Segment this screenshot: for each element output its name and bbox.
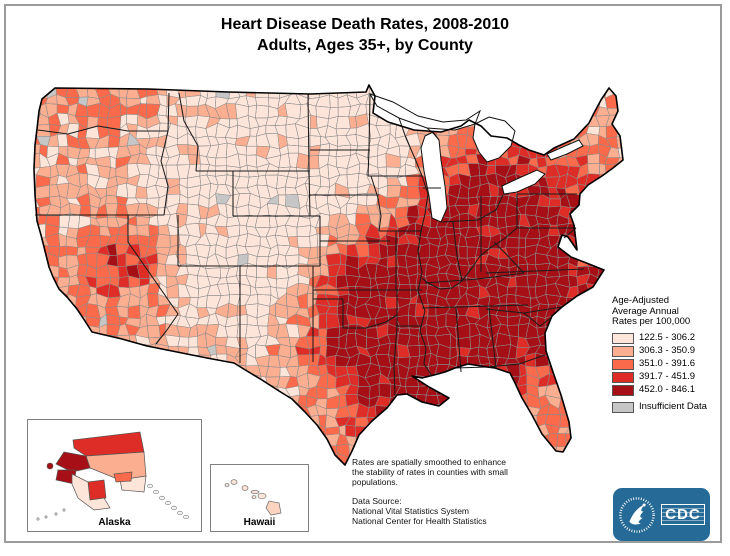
data-source-line: National Center for Health Statistics (352, 516, 487, 526)
alaska-panhandle-island (171, 505, 177, 511)
alaska-label: Alaska (98, 517, 131, 528)
legend-label: 452.0 - 846.1 (639, 383, 695, 395)
state-border (307, 93, 311, 217)
aleutian-island (36, 517, 40, 521)
legend-swatch (612, 332, 634, 344)
legend-swatch (612, 345, 634, 357)
state-border (454, 354, 546, 369)
alaska-region (113, 471, 133, 483)
state-border (127, 215, 179, 345)
alaska-panhandle-island (147, 483, 153, 489)
alaska-inset: Alaska (27, 419, 202, 532)
great-lake (546, 139, 584, 161)
state-border (367, 93, 371, 177)
title-line-2: Adults, Ages 35+, by County (257, 37, 473, 54)
legend-label: Insufficient Data (639, 400, 707, 412)
state-border (160, 130, 169, 216)
state-border (343, 314, 398, 329)
note-line: the stability of rates in counties with … (352, 467, 508, 477)
great-lake (501, 169, 546, 195)
legend-title: Age-Adjusted Average Annual Rates per 10… (612, 295, 728, 328)
hawaii-island (224, 483, 230, 487)
state-border (421, 304, 529, 309)
alaska-region (71, 473, 111, 511)
county-mosaic (34, 85, 623, 465)
state-border (440, 194, 504, 223)
legend-row: 122.5 - 306.2 (612, 332, 728, 345)
state-border (178, 92, 199, 172)
title-line-1: Heart Disease Death Rates, 2008-2010 (220, 16, 510, 33)
legend-label: 122.5 - 306.2 (639, 331, 695, 343)
note-line: populations. (352, 477, 398, 487)
hawaii-island (265, 500, 282, 516)
cdc-logo: CDC (613, 488, 710, 541)
hawaii-island (230, 479, 238, 485)
legend-row: 391.7 - 451.9 (612, 371, 728, 384)
hawaii-label: Hawaii (243, 517, 276, 528)
state-border (37, 125, 168, 135)
alaska-panhandle-island (177, 510, 183, 516)
state-border (493, 241, 525, 274)
state-border (426, 127, 440, 141)
hawaii-island (241, 485, 249, 491)
state-border (167, 92, 170, 132)
legend-row: 452.0 - 846.1 (612, 384, 728, 397)
legend-swatch (612, 401, 634, 413)
alaska-map (36, 431, 189, 521)
data-source-line: National Vital Statistics System (352, 506, 469, 516)
alaska-region (55, 451, 91, 473)
alaska-panhandle-island (159, 495, 165, 501)
legend-swatch (612, 371, 634, 383)
alaska-region (87, 479, 107, 501)
map-legend: Age-Adjusted Average Annual Rates per 10… (612, 295, 728, 414)
legend-row: 306.3 - 350.9 (612, 345, 728, 358)
legend-title-line: Rates per 100,000 (612, 316, 691, 327)
legend-swatch (612, 384, 634, 396)
legend-label: 306.3 - 350.9 (639, 344, 695, 356)
state-border (370, 175, 382, 232)
state-border (488, 307, 497, 369)
alaska-panhandle-island (183, 514, 189, 520)
state-border (398, 117, 423, 177)
aleutian-island (62, 508, 66, 512)
figure-border (4, 4, 722, 543)
state-border (393, 325, 398, 396)
page-title: Heart Disease Death Rates, 2008-2010 Adu… (0, 14, 730, 56)
legend-rows: 122.5 - 306.2 306.3 - 350.9 351.0 - 391.6 3… (612, 332, 728, 414)
state-border (417, 175, 433, 377)
aleutian-island (54, 512, 58, 516)
alaska-region (46, 462, 54, 470)
legend-label: 391.7 - 451.9 (639, 370, 695, 382)
state-border (421, 227, 518, 290)
us-outline (33, 84, 624, 466)
legend-row: Insufficient Data (612, 401, 728, 414)
hawaii-inset: Hawaii (210, 464, 309, 532)
legend-swatch (612, 358, 634, 370)
notes-spacer (352, 487, 602, 496)
hawaii-island (257, 492, 267, 500)
legend-title-line: Average Annual (612, 305, 679, 317)
hhs-eagle-icon (619, 496, 656, 533)
hawaii-island (251, 495, 257, 499)
aleutian-island (44, 515, 48, 519)
legend-label: 351.0 - 391.6 (639, 357, 695, 369)
state-border (523, 312, 553, 327)
hawaii-island (250, 490, 260, 494)
legend-title-line: Age-Adjusted (612, 295, 670, 306)
us-county-choropleth-map (33, 84, 624, 466)
great-lake (368, 93, 482, 131)
data-source-heading: Data Source: (352, 496, 402, 506)
hawaii-map (224, 479, 282, 516)
state-border (424, 272, 525, 284)
state-border (485, 268, 585, 274)
note-line: Rates are spatially smoothed to enhance (352, 457, 507, 467)
alaska-panhandle-island (165, 500, 171, 506)
alaska-panhandle-island (153, 489, 159, 495)
state-border (455, 307, 462, 373)
map-notes: Rates are spatially smoothed to enhance t… (352, 457, 602, 526)
legend-row: 351.0 - 391.6 (612, 358, 728, 371)
cdc-logo-text: CDC (661, 504, 705, 525)
state-border (452, 221, 463, 282)
